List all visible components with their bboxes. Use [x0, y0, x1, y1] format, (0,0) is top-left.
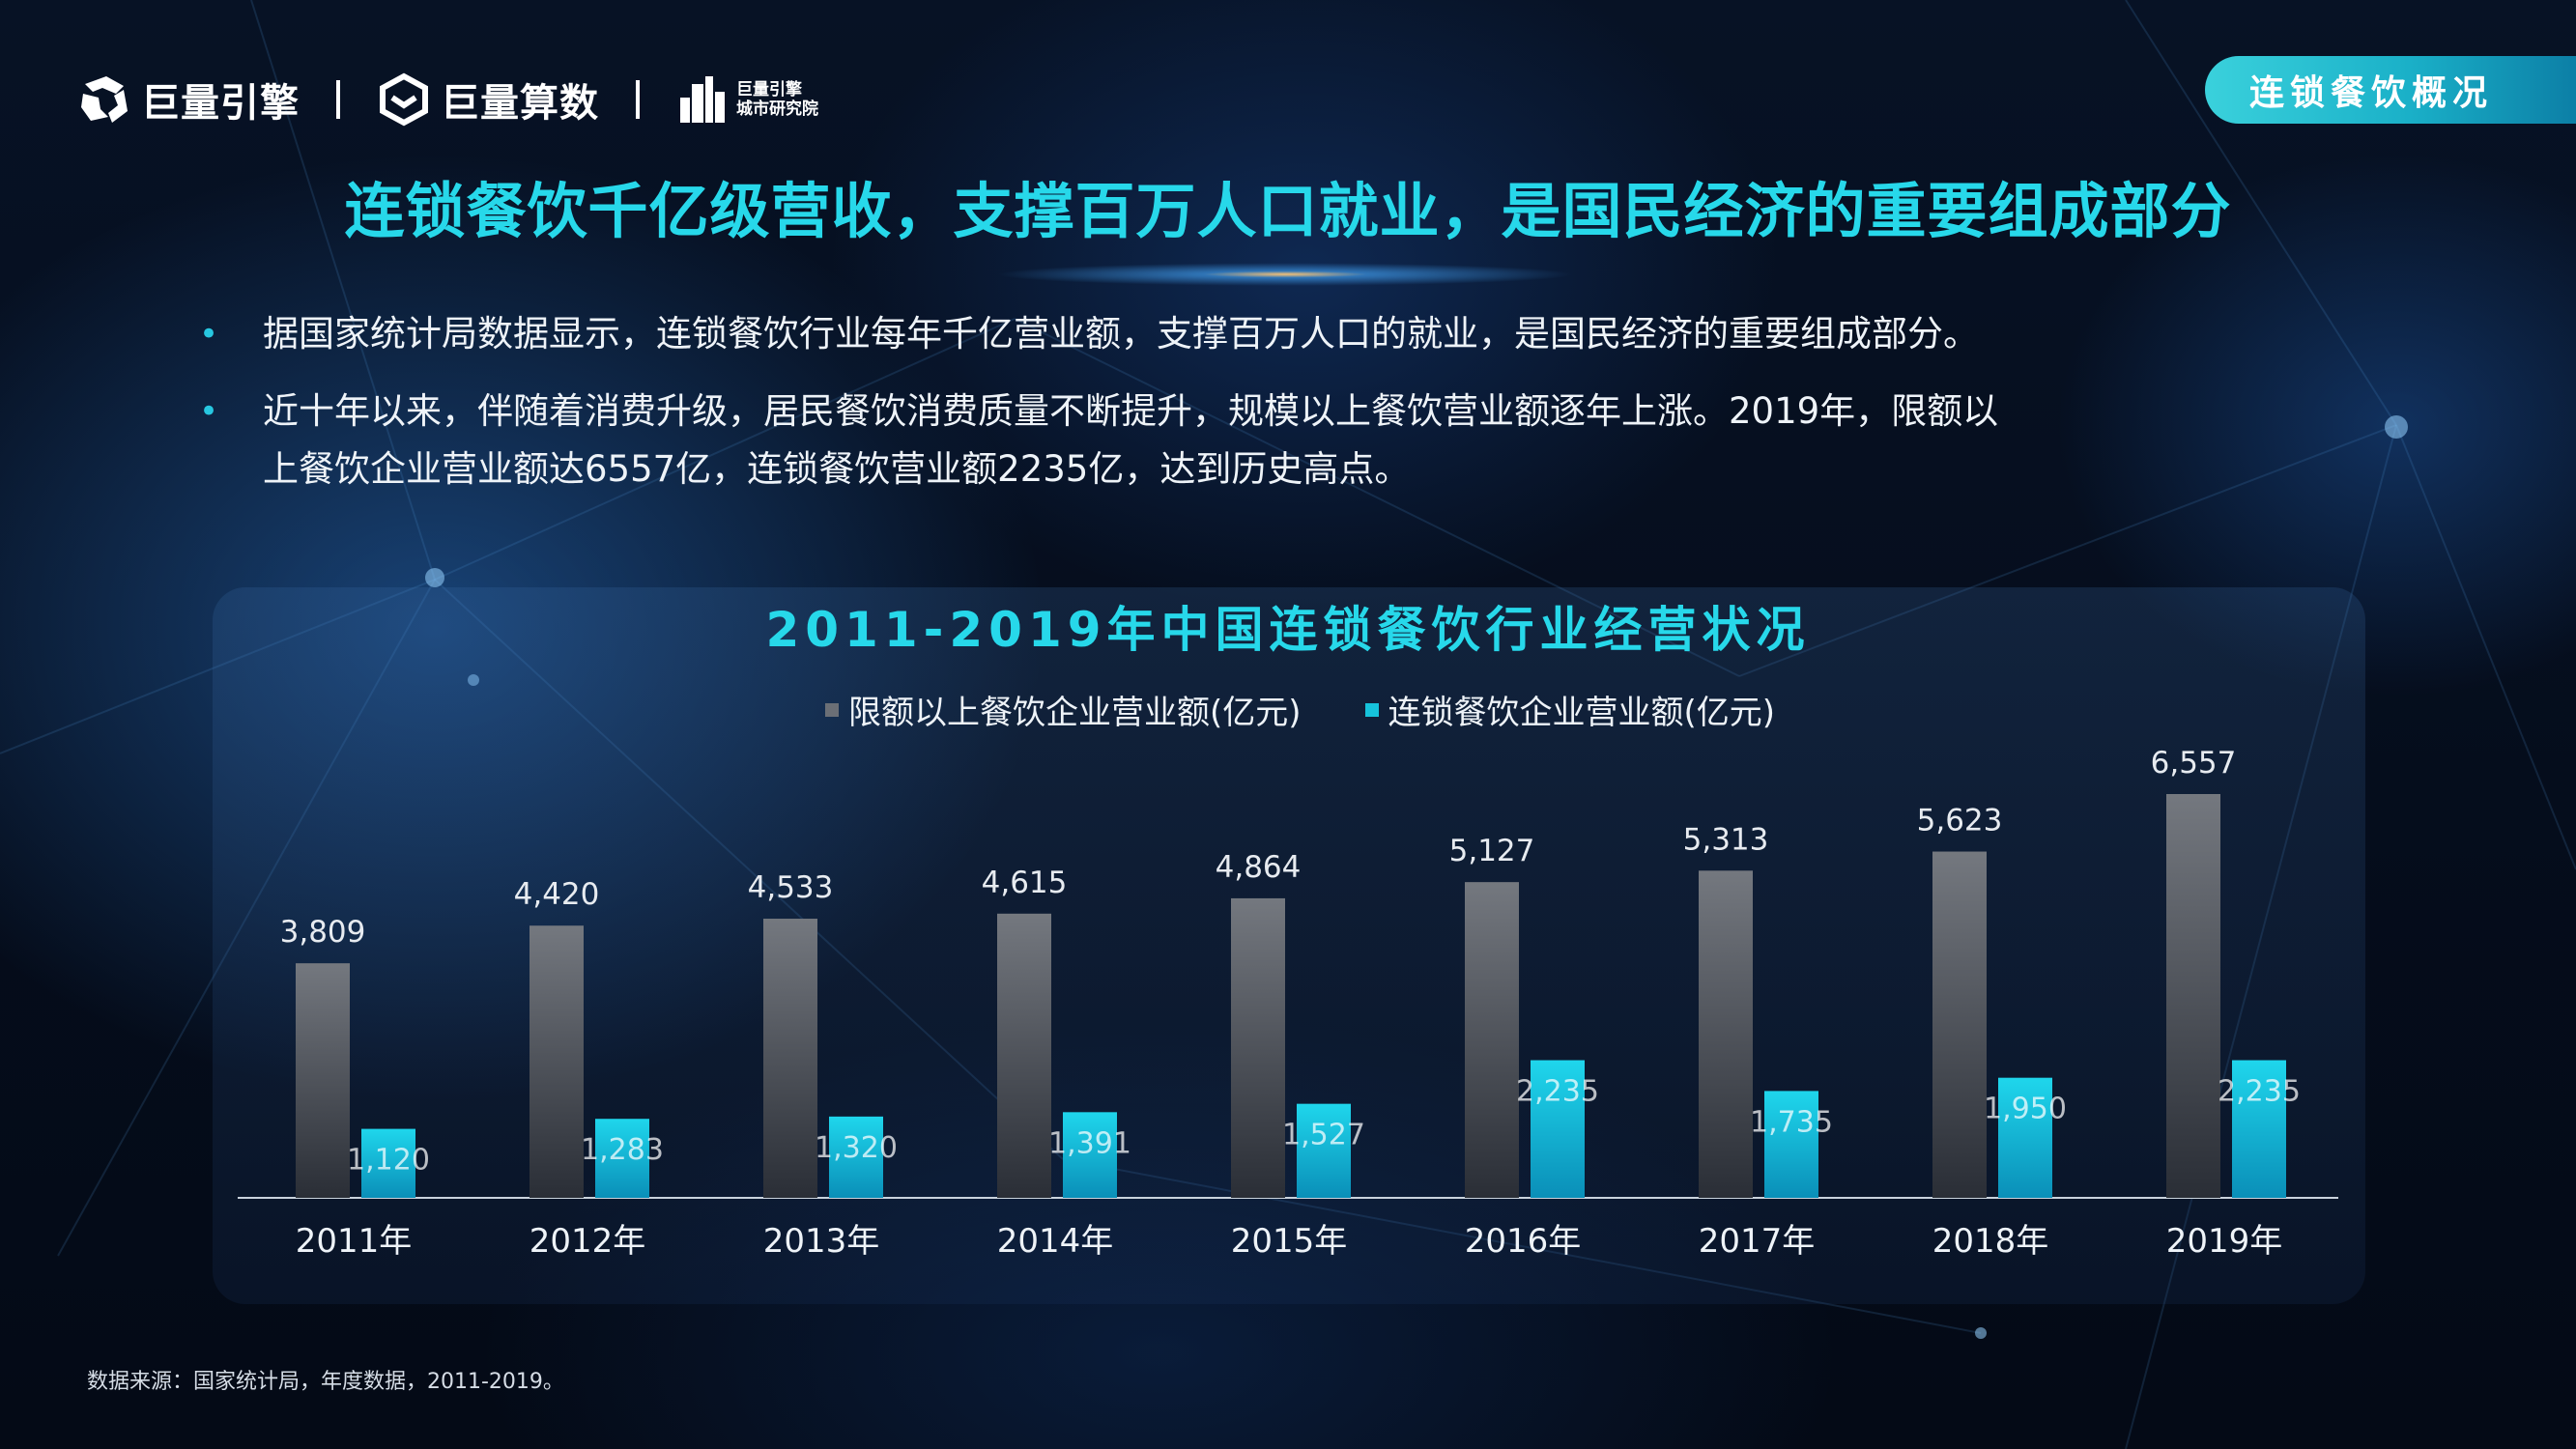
bar-chain-revenue [1531, 1060, 1585, 1198]
bullet-item: • 据国家统计局数据显示，连锁餐饮行业每年千亿营业额，支撑百万人口的就业，是国民… [199, 305, 2132, 363]
legend-item: 连锁餐饮企业营业额(亿元) [1364, 686, 1776, 733]
bullet-text-line: 近十年以来，伴随着消费升级，居民餐饮消费质量不断提升，规模以上餐饮营业额逐年上涨… [263, 390, 1999, 432]
bar-revenue-above-quota [1699, 870, 1753, 1198]
bullet-text: 据国家统计局数据显示，连锁餐饮行业每年千亿营业额，支撑百万人口的就业，是国民经济… [263, 313, 1979, 355]
source-footnote: 数据来源：国家统计局，年度数据，2011-2019。 [87, 1370, 564, 1394]
data-label: 2,235 [1516, 1075, 1599, 1109]
logo-row: 巨量引擎 巨量算数 巨量引擎 城市研究院 [77, 66, 818, 133]
data-label: 5,127 [1449, 834, 1535, 868]
data-label: 1,950 [1984, 1093, 2067, 1126]
x-tick-label: 2019年 [2166, 1222, 2283, 1261]
juliang-suanshu-logo-icon [380, 72, 428, 127]
chart-title: 2011-2019年中国连锁餐饮行业经营状况 [765, 602, 1811, 658]
bar-revenue-above-quota [296, 963, 350, 1198]
juliang-yinqing-logo-icon [81, 76, 128, 123]
data-label: 5,313 [1683, 822, 1769, 857]
data-label: 1,120 [347, 1144, 430, 1178]
legend-item: 限额以上餐饮企业营业额(亿元) [825, 686, 1302, 733]
data-label: 1,527 [1282, 1119, 1365, 1152]
bar-chain-revenue [1297, 1103, 1351, 1198]
bullet-list: • 据国家统计局数据显示，连锁餐饮行业每年千亿营业额，支撑百万人口的就业，是国民… [199, 305, 2132, 518]
bar-revenue-above-quota [1932, 851, 1987, 1198]
logo-text-line1: 巨量引擎 [736, 80, 802, 99]
logo-separator [336, 80, 340, 119]
data-label: 1,391 [1048, 1126, 1131, 1160]
bar-chain-revenue [361, 1128, 415, 1198]
x-tick-label: 2011年 [296, 1222, 413, 1261]
bullet-dot-icon: • [199, 392, 219, 431]
bar-chain-revenue [1998, 1077, 2052, 1198]
data-label: 4,420 [514, 877, 600, 912]
x-tick-label: 2016年 [1465, 1222, 1582, 1261]
bar-revenue-above-quota [1231, 897, 1285, 1198]
bar-revenue-above-quota [1465, 882, 1519, 1198]
bar-chain-revenue [1063, 1112, 1117, 1198]
bullet-dot-icon: • [199, 315, 219, 354]
logo-juliang-suanshu: 巨量算数 [377, 71, 599, 128]
page-title: 连锁餐饮千亿级营收，支撑百万人口就业，是国民经济的重要组成部分 [344, 176, 2232, 246]
x-tick-label: 2017年 [1699, 1222, 1816, 1261]
bar-chain-revenue [1764, 1091, 1818, 1198]
data-label: 6,557 [2151, 746, 2237, 781]
data-label: 2,235 [2218, 1075, 2301, 1109]
legend-swatch-cyan [1364, 702, 1379, 717]
bar-revenue-above-quota [997, 913, 1051, 1198]
data-label: 4,864 [1216, 850, 1302, 885]
legend-label: 连锁餐饮企业营业额(亿元) [1388, 694, 1776, 732]
bar-chain-revenue [595, 1119, 649, 1198]
bar-revenue-above-quota [530, 925, 584, 1198]
x-tick-label: 2015年 [1231, 1222, 1348, 1261]
logo-text: 巨量引擎 [141, 81, 300, 126]
legend-label: 限额以上餐饮企业营业额(亿元) [848, 694, 1302, 732]
logo-text-line2: 城市研究院 [736, 99, 818, 119]
bar-revenue-above-quota [2166, 794, 2220, 1198]
data-label: 5,623 [1917, 804, 2003, 838]
city-buildings-icon [680, 76, 725, 123]
data-label: 4,615 [982, 866, 1068, 900]
data-label: 1,283 [581, 1133, 664, 1167]
bar-chain-revenue [2232, 1060, 2286, 1198]
logo-city-institute: 巨量引擎 城市研究院 [676, 74, 818, 125]
chart-legend: 限额以上餐饮企业营业额(亿元) 连锁餐饮企业营业额(亿元) [825, 686, 1839, 733]
data-label: 1,735 [1750, 1105, 1833, 1139]
data-label: 3,809 [280, 915, 366, 950]
logo-juliang-yinqing: 巨量引擎 [77, 71, 300, 128]
x-tick-label: 2012年 [530, 1222, 646, 1261]
logo-separator [636, 80, 640, 119]
data-label: 1,320 [815, 1131, 898, 1165]
x-tick-label: 2013年 [763, 1222, 880, 1261]
logo-text: 巨量算数 [441, 81, 599, 126]
section-tag: 连锁餐饮概况 [2205, 56, 2576, 124]
x-tick-label: 2014年 [997, 1222, 1114, 1261]
bar-revenue-above-quota [763, 919, 817, 1198]
legend-swatch-gray [825, 702, 839, 717]
bullet-text-line: 上餐饮企业营业额达6557亿，连锁餐饮营业额2235亿，达到历史高点。 [263, 448, 1411, 490]
bar-chain-revenue [829, 1116, 883, 1198]
bullet-item: • 近十年以来，伴随着消费升级，居民餐饮消费质量不断提升，规模以上餐饮营业额逐年… [199, 383, 2132, 498]
data-label: 4,533 [748, 870, 834, 905]
x-tick-label: 2018年 [1932, 1222, 2049, 1261]
title-glow-decoration [995, 263, 1575, 286]
